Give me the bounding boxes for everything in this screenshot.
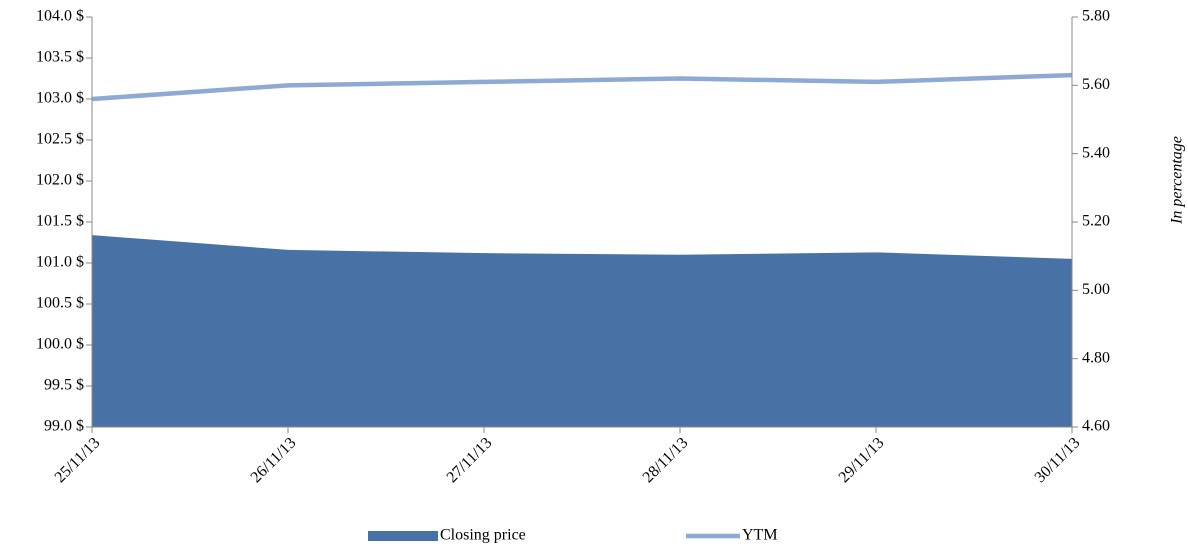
x-tick-label: 30/11/13 bbox=[1032, 434, 1084, 486]
y-tick-label: 102.0 $ bbox=[36, 172, 84, 189]
x-tick-label: 27/11/13 bbox=[444, 434, 496, 486]
y2-tick-label: 5.40 bbox=[1082, 144, 1110, 161]
y2-tick-label: 4.80 bbox=[1082, 349, 1110, 366]
y2-tick-label: 5.60 bbox=[1082, 76, 1110, 93]
x-tick-label: 29/11/13 bbox=[836, 434, 888, 486]
x-tick-label: 26/11/13 bbox=[248, 434, 300, 486]
y2-tick-label: 5.00 bbox=[1082, 281, 1110, 298]
y-tick-label: 103.5 $ bbox=[36, 49, 84, 66]
legend-label: Closing price bbox=[440, 527, 526, 544]
y2-axis-label: In percentage bbox=[1169, 136, 1186, 225]
y-tick-label: 99.0 $ bbox=[44, 418, 84, 435]
y2-tick-label: 5.20 bbox=[1082, 213, 1110, 230]
y-tick-label: 100.0 $ bbox=[36, 336, 84, 353]
y-tick-label: 99.5 $ bbox=[44, 377, 84, 394]
legend-swatch bbox=[368, 531, 438, 541]
y-tick-label: 101.0 $ bbox=[36, 254, 84, 271]
y2-tick-label: 4.60 bbox=[1082, 418, 1110, 435]
y-tick-label: 102.5 $ bbox=[36, 131, 84, 148]
y-tick-label: 103.0 $ bbox=[36, 90, 84, 107]
legend-label: YTM bbox=[742, 527, 778, 544]
y-tick-label: 104.0 $ bbox=[36, 8, 84, 25]
y2-tick-label: 5.80 bbox=[1082, 8, 1110, 25]
x-tick-label: 25/11/13 bbox=[52, 434, 104, 486]
line bbox=[91, 72, 1073, 102]
area bbox=[92, 235, 1072, 427]
y-tick-label: 101.5 $ bbox=[36, 213, 84, 230]
x-tick-label: 28/11/13 bbox=[640, 434, 692, 486]
y-tick-label: 100.5 $ bbox=[36, 295, 84, 312]
